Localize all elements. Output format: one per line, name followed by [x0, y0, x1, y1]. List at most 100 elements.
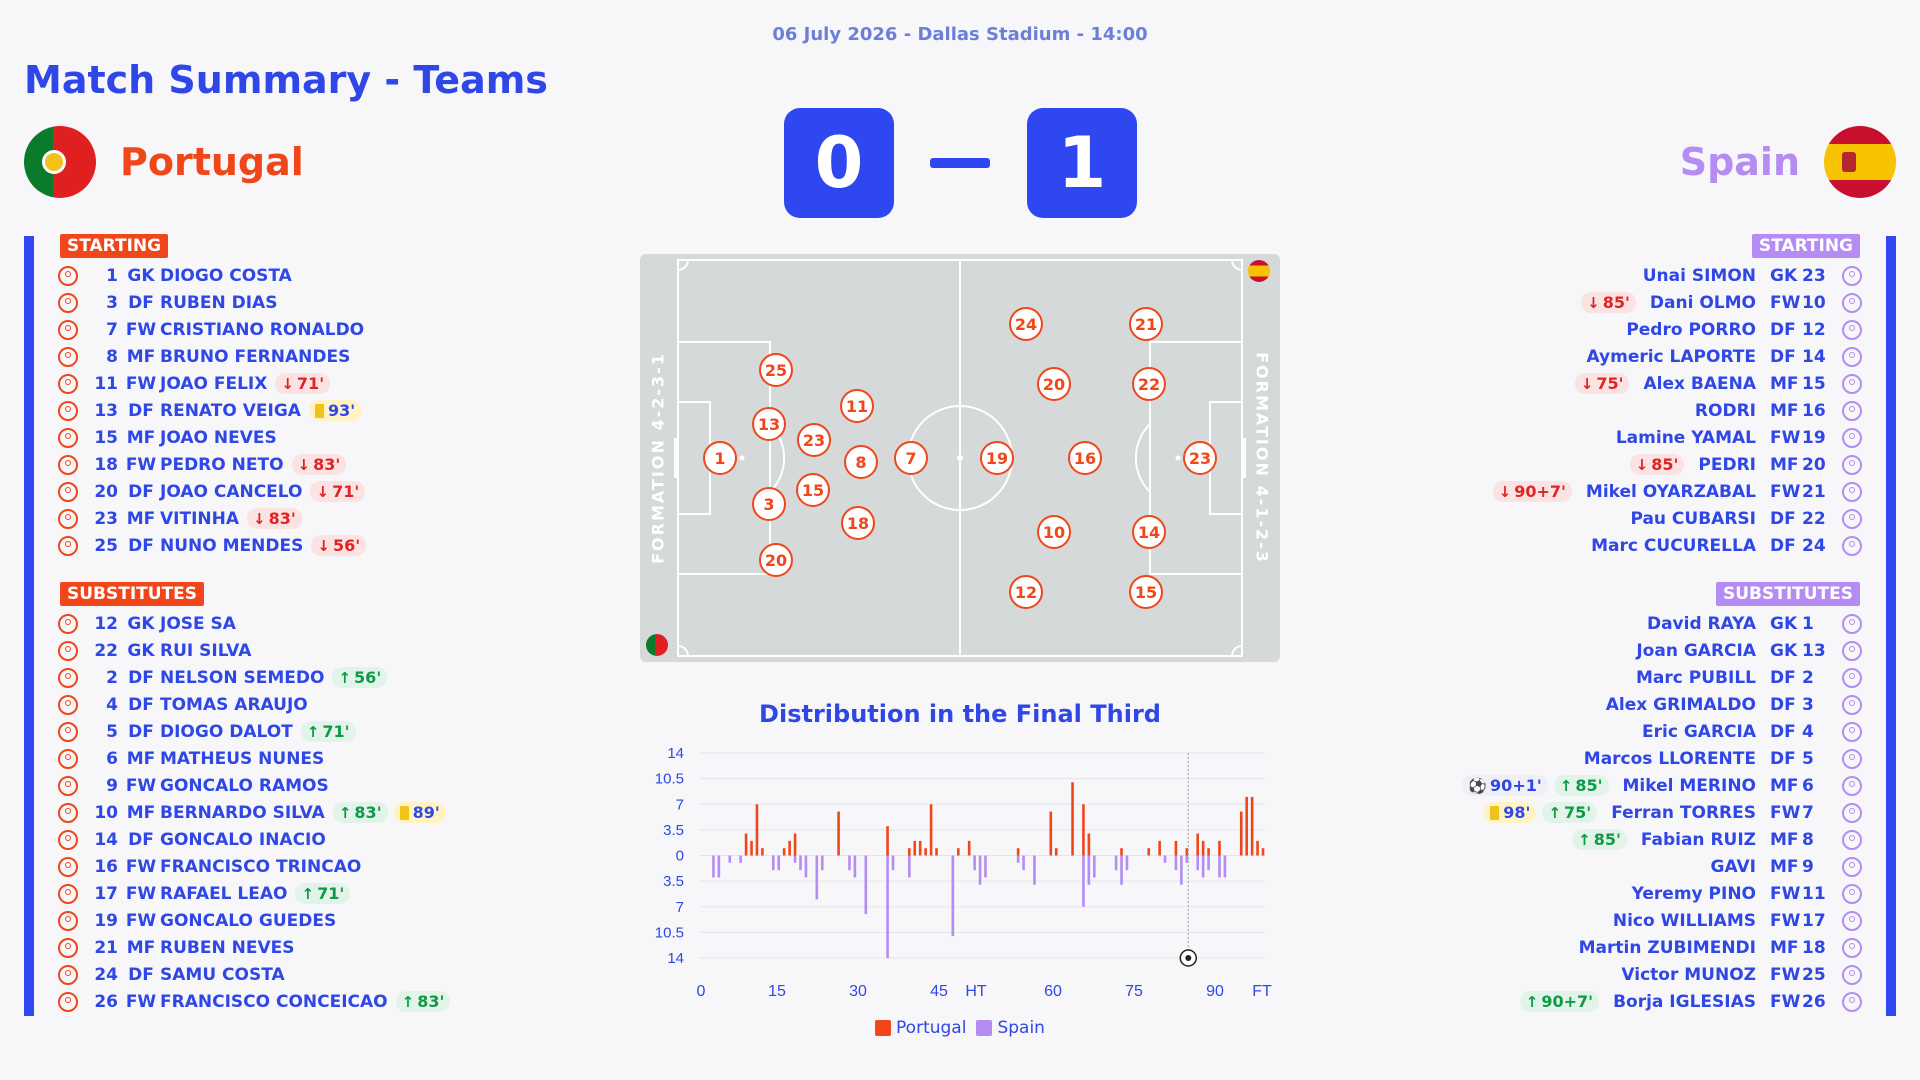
player-name: GONCALO RAMOS	[160, 775, 329, 796]
player-row[interactable]: 1 GK DIOGO COSTA	[58, 262, 618, 289]
event-badge-goal: ⚽ 90+1'	[1462, 775, 1548, 796]
player-row[interactable]: 25 DF NUNO MENDES ↓ 56'	[58, 532, 618, 559]
player-row[interactable]: RODRI MF 16	[1302, 397, 1862, 424]
player-avatar-icon	[58, 400, 78, 421]
player-row[interactable]: Pedro PORRO DF 12	[1302, 316, 1862, 343]
player-row[interactable]: 12 GK JOSE SA	[58, 610, 618, 637]
player-position: MF	[1770, 937, 1799, 958]
player-row[interactable]: 24 DF SAMU COSTA	[58, 961, 618, 988]
player-row[interactable]: 7 FW CRISTIANO RONALDO	[58, 316, 618, 343]
player-row[interactable]: 6 MF MATHEUS NUNES	[58, 745, 618, 772]
player-row[interactable]: ⚽ 90+1' ↑ 85' Mikel MERINO MF 6	[1302, 772, 1862, 799]
player-row[interactable]: 4 DF TOMAS ARAUJO	[58, 691, 618, 718]
player-position: FW	[125, 856, 157, 877]
player-row[interactable]: 20 DF JOAO CANCELO ↓ 71'	[58, 478, 618, 505]
player-row[interactable]: Lamine YAMAL FW 19	[1302, 424, 1862, 451]
player-row[interactable]: Joan GARCIA GK 13	[1302, 637, 1862, 664]
spain-bar	[891, 855, 895, 871]
player-row[interactable]: 9 FW GONCALO RAMOS	[58, 772, 618, 799]
player-position: DF	[1770, 721, 1796, 742]
player-row[interactable]: Pau CUBARSI DF 22	[1302, 505, 1862, 532]
spain-bar	[793, 855, 797, 863]
portugal-bar	[1174, 840, 1178, 856]
player-name: TOMAS ARAUJO	[160, 694, 308, 715]
player-number: 10	[1802, 292, 1826, 313]
player-position: MF	[126, 802, 156, 823]
player-row[interactable]: Victor MUNOZ FW 25	[1302, 961, 1862, 988]
spain-bar	[804, 855, 808, 878]
player-row[interactable]: 18 FW PEDRO NETO ↓ 83'	[58, 451, 618, 478]
home-player-marker: 25	[759, 353, 793, 387]
player-number: 1	[1802, 613, 1814, 634]
player-row[interactable]: ↓ 85' Dani OLMO FW 10	[1302, 289, 1862, 316]
player-position: DF	[128, 481, 154, 502]
player-row[interactable]: ↓ 75' Alex BAENA MF 15	[1302, 370, 1862, 397]
event-time: 85'	[1575, 776, 1603, 795]
player-name: VITINHA	[160, 508, 240, 529]
sub-off-arrow-icon: ↓	[1587, 293, 1600, 312]
spain-bar	[984, 855, 987, 878]
player-row[interactable]: 16 FW FRANCISCO TRINCAO	[58, 853, 618, 880]
player-number: 15	[94, 427, 118, 448]
event-badge-on: ↑ 85'	[1553, 775, 1609, 796]
player-position: MF	[1770, 454, 1799, 475]
player-row[interactable]: Nico WILLIAMS FW 17	[1302, 907, 1862, 934]
player-row[interactable]: 98' ↑ 75' Ferran TORRES FW 7	[1302, 799, 1862, 826]
event-badge-off: ↓ 56'	[311, 535, 367, 556]
home-starting-list: 1 GK DIOGO COSTA 3 DF RUBEN DIAS 7 FW CRISTIANO …	[58, 262, 618, 559]
player-number: 16	[1802, 400, 1826, 421]
player-row[interactable]: Eric GARCIA DF 4	[1302, 718, 1862, 745]
spain-bar	[1201, 855, 1205, 878]
player-number: 13	[94, 400, 118, 421]
player-row[interactable]: 2 DF NELSON SEMEDO ↑ 56'	[58, 664, 618, 691]
home-side-bar	[24, 236, 34, 1016]
player-row[interactable]: 15 MF JOAO NEVES	[58, 424, 618, 451]
player-row[interactable]: Marcos LLORENTE DF 5	[1302, 745, 1862, 772]
player-row[interactable]: Marc PUBILL DF 2	[1302, 664, 1862, 691]
event-badge-on: ↑ 71'	[300, 721, 356, 742]
player-row[interactable]: GAVI MF 9	[1302, 853, 1862, 880]
player-position: FW	[125, 883, 157, 904]
player-row[interactable]: 19 FW GONCALO GUEDES	[58, 907, 618, 934]
player-row[interactable]: Martin ZUBIMENDI MF 18	[1302, 934, 1862, 961]
player-row[interactable]: Unai SIMON GK 23	[1302, 262, 1862, 289]
player-row[interactable]: ↓ 90+7' Mikel OYARZABAL FW 21	[1302, 478, 1862, 505]
player-row[interactable]: Yeremy PINO FW 11	[1302, 880, 1862, 907]
player-row[interactable]: 8 MF BRUNO FERNANDES	[58, 343, 618, 370]
sub-on-arrow-icon: ↑	[1525, 992, 1539, 1011]
player-row[interactable]: 26 FW FRANCISCO CONCEICAO ↑ 83'	[58, 988, 618, 1015]
player-position: FW	[1770, 910, 1801, 931]
player-position: DF	[128, 829, 154, 850]
player-row[interactable]: Aymeric LAPORTE DF 14	[1302, 343, 1862, 370]
player-number: 6	[106, 748, 118, 769]
player-avatar-icon	[58, 319, 78, 340]
player-row[interactable]: 22 GK RUI SILVA	[58, 637, 618, 664]
player-row[interactable]: 5 DF DIOGO DALOT ↑ 71'	[58, 718, 618, 745]
spain-bar	[1185, 855, 1189, 863]
player-row[interactable]: 13 DF RENATO VEIGA 93'	[58, 397, 618, 424]
player-row[interactable]: ↑ 85' Fabian RUIZ MF 8	[1302, 826, 1862, 853]
player-row[interactable]: 23 MF VITINHA ↓ 83'	[58, 505, 618, 532]
player-position: FW	[1770, 991, 1801, 1012]
event-time: 71'	[317, 884, 345, 903]
player-row[interactable]: David RAYA GK 1	[1302, 610, 1862, 637]
player-number: 20	[1802, 454, 1826, 475]
player-avatar-icon	[1842, 829, 1862, 850]
player-row[interactable]: 17 FW RAFAEL LEAO ↑ 71'	[58, 880, 618, 907]
player-row[interactable]: 10 MF BERNARDO SILVA ↑ 83' 89'	[58, 799, 618, 826]
player-row[interactable]: 11 FW JOAO FELIX ↓ 71'	[58, 370, 618, 397]
y-tick-label: 7	[676, 899, 684, 916]
player-row[interactable]: 14 DF GONCALO INACIO	[58, 826, 618, 853]
player-row[interactable]: 3 DF RUBEN DIAS	[58, 289, 618, 316]
spain-bar	[973, 855, 976, 871]
portugal-bar	[1120, 848, 1123, 856]
match-dateline: 06 July 2026 - Dallas Stadium - 14:00	[772, 24, 1148, 45]
player-row[interactable]: 21 MF RUBEN NEVES	[58, 934, 618, 961]
player-row[interactable]: ↓ 85' PEDRI MF 20	[1302, 451, 1862, 478]
player-name: Yeremy PINO	[1631, 883, 1756, 904]
player-row[interactable]: Marc CUCURELLA DF 24	[1302, 532, 1862, 559]
sub-off-arrow-icon: ↓	[317, 536, 330, 555]
player-row[interactable]: ↑ 90+7' Borja IGLESIAS FW 26	[1302, 988, 1862, 1015]
player-row[interactable]: Alex GRIMALDO DF 3	[1302, 691, 1862, 718]
away-starting-label: STARTING	[1751, 234, 1860, 258]
